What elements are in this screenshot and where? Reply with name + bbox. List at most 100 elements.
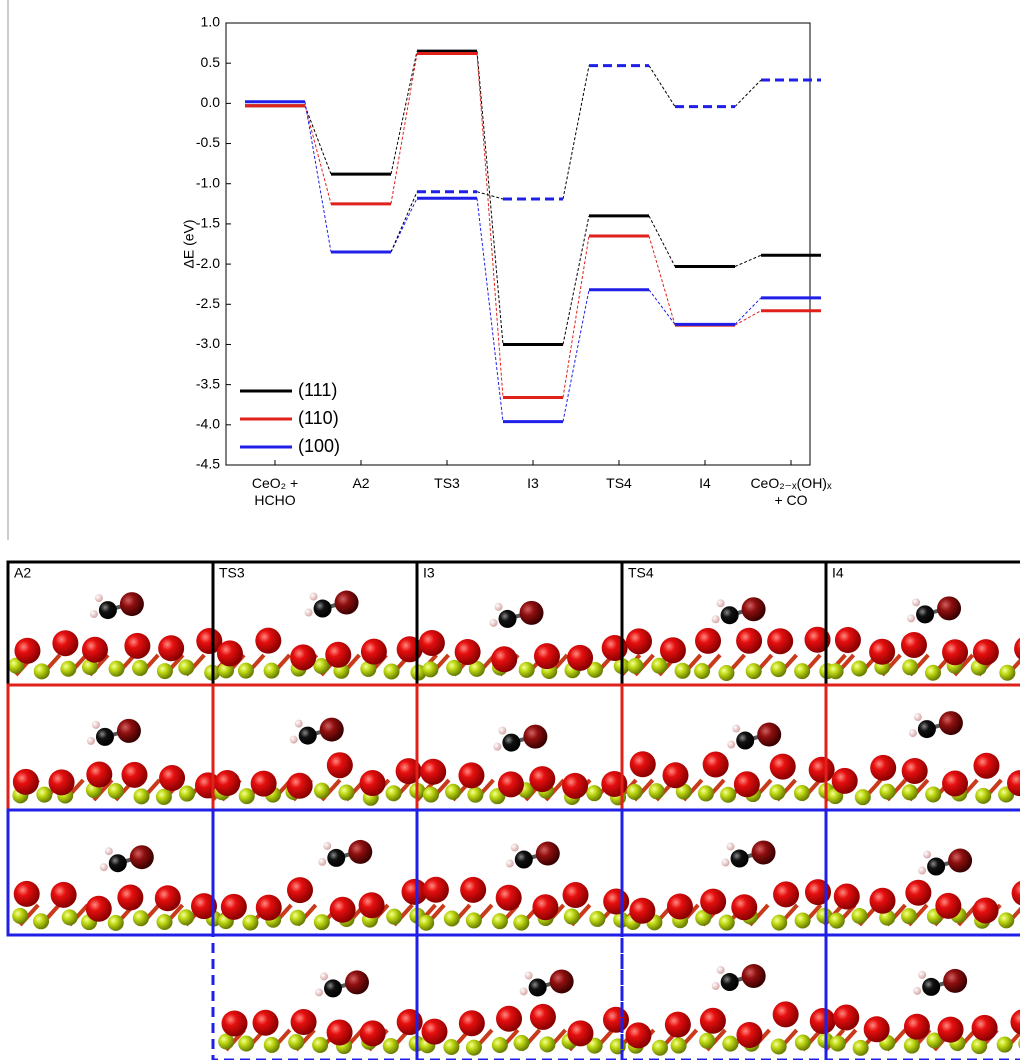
atom: [769, 784, 786, 801]
atom: [338, 784, 355, 801]
atom: [733, 771, 760, 798]
atom: [659, 637, 686, 664]
atom: [218, 1033, 235, 1050]
atom: [697, 785, 714, 802]
atom: [700, 888, 727, 915]
atom: [216, 640, 243, 667]
y-axis-label: ΔE (eV): [181, 219, 197, 268]
connector: [648, 235, 676, 326]
atom: [383, 663, 400, 680]
atom: [720, 786, 737, 803]
atom: [133, 788, 150, 805]
connector: [648, 215, 676, 267]
panel-frame: [211, 933, 419, 1060]
atom: [567, 644, 594, 671]
atom: [238, 788, 255, 805]
atom: [237, 662, 254, 679]
atom: [829, 1035, 846, 1052]
atom: [922, 977, 941, 996]
connector: [476, 51, 504, 345]
atom: [675, 783, 692, 800]
atom: [326, 752, 353, 779]
atom: [998, 912, 1015, 929]
connector: [734, 297, 762, 325]
connector: [476, 198, 504, 422]
panel-label: TS3: [219, 565, 245, 581]
atom: [562, 882, 589, 909]
atom: [926, 1032, 943, 1049]
atom: [627, 657, 644, 674]
atom: [313, 914, 330, 931]
atom: [13, 880, 40, 907]
atom: [491, 646, 518, 673]
atom: [178, 785, 195, 802]
atom: [972, 639, 999, 666]
atom: [519, 987, 528, 996]
atom: [770, 1038, 787, 1055]
y-tick-label: 0.0: [201, 94, 221, 110]
atom: [562, 772, 589, 799]
atom: [532, 894, 559, 921]
atom: [107, 914, 124, 931]
atom: [263, 1036, 280, 1053]
atom: [454, 639, 481, 666]
atom: [81, 658, 98, 675]
atom: [460, 876, 487, 903]
atom: [948, 848, 973, 873]
atom: [1007, 770, 1020, 797]
atom: [730, 849, 749, 868]
y-tick-label: -3.0: [196, 335, 220, 351]
atom: [334, 590, 359, 615]
atom: [348, 839, 373, 864]
atom: [156, 663, 173, 680]
atom: [711, 615, 720, 624]
atom: [903, 1037, 920, 1054]
atom: [975, 787, 992, 804]
atom: [901, 784, 918, 801]
atom: [716, 599, 725, 608]
atom: [793, 784, 810, 801]
atom: [242, 914, 259, 931]
atom: [124, 632, 151, 659]
atom: [117, 884, 144, 911]
atom: [971, 1038, 988, 1055]
atom: [535, 841, 560, 866]
atom: [107, 783, 124, 800]
atom: [191, 893, 218, 920]
connector: [562, 289, 590, 422]
atom: [98, 601, 117, 620]
atom: [720, 973, 739, 992]
atom: [396, 1009, 423, 1036]
atom: [91, 720, 100, 729]
atom: [288, 1033, 305, 1050]
atom: [757, 722, 782, 747]
plot-frame: [225, 22, 811, 466]
atom: [794, 1034, 811, 1051]
atom: [907, 614, 916, 623]
atom: [736, 731, 755, 750]
atom: [494, 602, 503, 611]
atom: [908, 729, 917, 738]
atom: [938, 711, 963, 736]
atom: [629, 897, 656, 924]
atom: [81, 636, 108, 663]
atom: [916, 605, 935, 624]
atom: [61, 909, 78, 926]
atom: [458, 1010, 485, 1037]
atom: [971, 1014, 998, 1041]
atom: [973, 752, 1000, 779]
atom: [326, 1019, 353, 1046]
atom: [421, 1018, 448, 1045]
atom: [313, 599, 332, 618]
connector: [648, 65, 676, 107]
connector: [304, 105, 332, 175]
atom: [586, 1037, 603, 1054]
atom: [313, 782, 330, 799]
atom: [344, 970, 369, 995]
atom: [422, 876, 449, 903]
atom: [736, 1021, 763, 1048]
panels: A2 TS3 I3 TS4 I4: [6, 560, 1020, 1060]
atom: [519, 600, 544, 625]
atom: [549, 969, 574, 994]
